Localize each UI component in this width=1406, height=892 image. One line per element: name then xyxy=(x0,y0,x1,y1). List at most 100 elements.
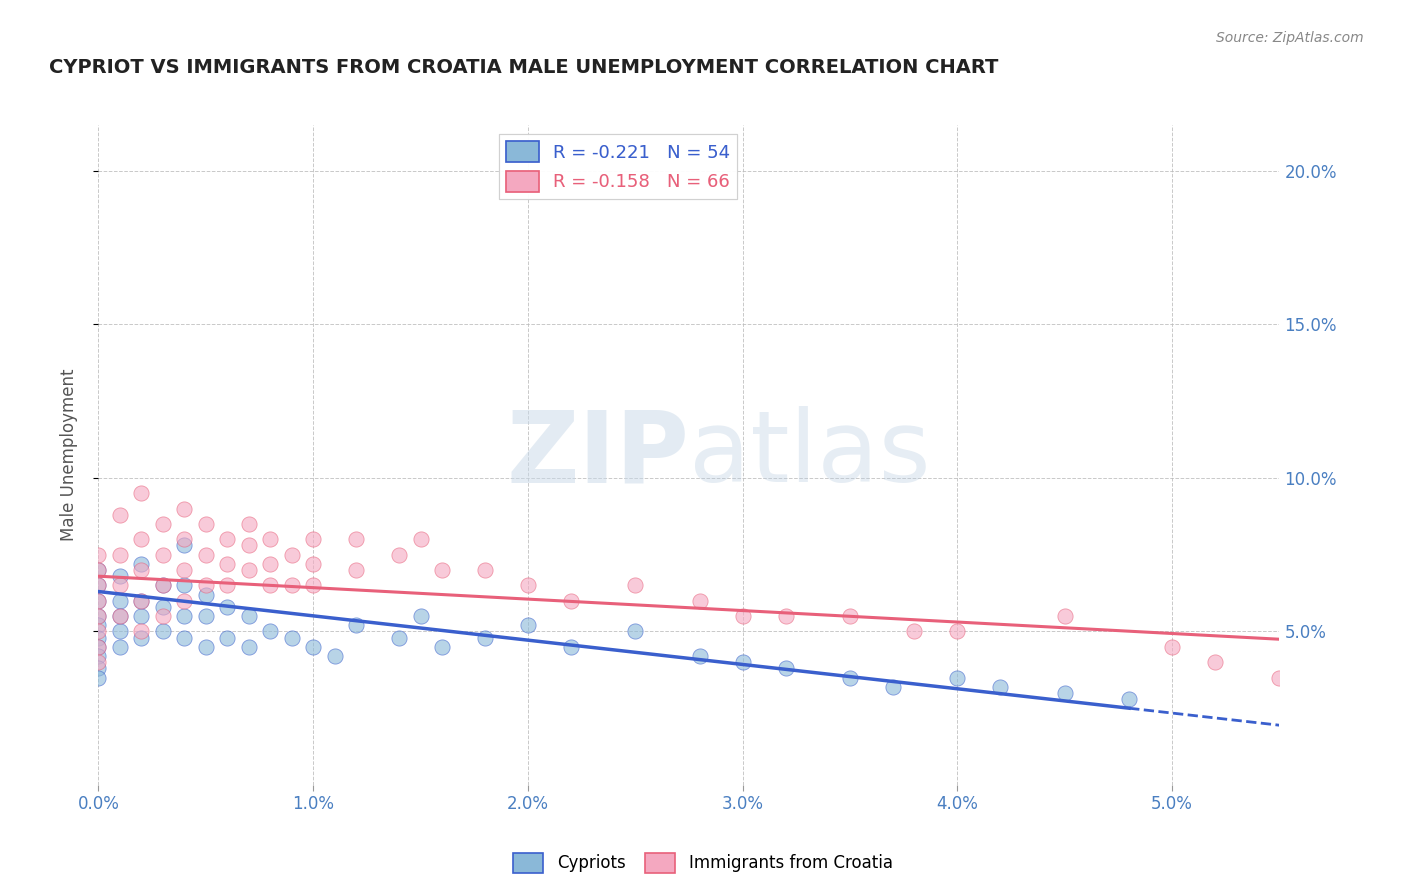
Point xyxy=(839,671,862,685)
Point xyxy=(87,624,110,639)
Point xyxy=(152,548,174,562)
Point xyxy=(194,588,217,602)
Point xyxy=(302,557,325,571)
Point xyxy=(194,548,217,562)
Point xyxy=(87,578,110,592)
Point xyxy=(560,640,582,654)
Point xyxy=(217,631,239,645)
Point xyxy=(108,609,131,624)
Point xyxy=(87,609,110,624)
Point xyxy=(108,624,131,639)
Point xyxy=(946,624,969,639)
Point xyxy=(1204,655,1226,669)
Point xyxy=(87,640,110,654)
Point xyxy=(87,609,110,624)
Point xyxy=(131,533,153,547)
Point xyxy=(173,533,195,547)
Point xyxy=(152,624,174,639)
Point xyxy=(108,569,131,583)
Point xyxy=(1375,671,1398,685)
Point xyxy=(238,609,260,624)
Point xyxy=(194,609,217,624)
Point xyxy=(344,563,367,577)
Point xyxy=(87,578,110,592)
Point xyxy=(87,631,110,645)
Point xyxy=(903,624,925,639)
Point xyxy=(108,640,131,654)
Point xyxy=(775,609,797,624)
Point xyxy=(302,533,325,547)
Point xyxy=(131,631,153,645)
Point xyxy=(1118,692,1140,706)
Point xyxy=(194,578,217,592)
Point xyxy=(217,533,239,547)
Point xyxy=(430,640,453,654)
Legend: R = -0.221   N = 54, R = -0.158   N = 66: R = -0.221 N = 54, R = -0.158 N = 66 xyxy=(499,134,737,199)
Point xyxy=(173,631,195,645)
Point xyxy=(259,578,281,592)
Point xyxy=(87,671,110,685)
Point xyxy=(152,516,174,531)
Point xyxy=(409,609,432,624)
Point xyxy=(87,618,110,632)
Point xyxy=(108,548,131,562)
Point xyxy=(1268,671,1291,685)
Point xyxy=(108,609,131,624)
Point xyxy=(152,599,174,614)
Point xyxy=(775,661,797,675)
Point xyxy=(839,609,862,624)
Point xyxy=(194,640,217,654)
Point xyxy=(131,557,153,571)
Point xyxy=(131,609,153,624)
Point xyxy=(87,563,110,577)
Point xyxy=(344,618,367,632)
Text: CYPRIOT VS IMMIGRANTS FROM CROATIA MALE UNEMPLOYMENT CORRELATION CHART: CYPRIOT VS IMMIGRANTS FROM CROATIA MALE … xyxy=(49,58,998,77)
Point xyxy=(323,648,346,663)
Point xyxy=(131,593,153,607)
Point xyxy=(280,631,302,645)
Point xyxy=(108,578,131,592)
Point xyxy=(173,578,195,592)
Point xyxy=(624,578,647,592)
Point xyxy=(516,578,538,592)
Point xyxy=(238,516,260,531)
Point xyxy=(259,533,281,547)
Point xyxy=(152,578,174,592)
Point xyxy=(173,501,195,516)
Point xyxy=(131,624,153,639)
Point xyxy=(259,557,281,571)
Point xyxy=(259,624,281,639)
Point xyxy=(430,563,453,577)
Point xyxy=(131,593,153,607)
Point xyxy=(131,486,153,500)
Point xyxy=(689,593,711,607)
Point xyxy=(87,655,110,669)
Point xyxy=(1161,640,1184,654)
Point xyxy=(731,609,754,624)
Point xyxy=(194,516,217,531)
Point xyxy=(152,578,174,592)
Point xyxy=(87,563,110,577)
Point xyxy=(388,548,411,562)
Point xyxy=(474,631,496,645)
Text: ZIP: ZIP xyxy=(506,407,689,503)
Point xyxy=(131,563,153,577)
Point xyxy=(87,661,110,675)
Point xyxy=(87,593,110,607)
Point xyxy=(217,578,239,592)
Point xyxy=(152,609,174,624)
Point xyxy=(560,593,582,607)
Point xyxy=(87,593,110,607)
Point xyxy=(1053,609,1076,624)
Point xyxy=(238,563,260,577)
Point xyxy=(624,624,647,639)
Text: atlas: atlas xyxy=(689,407,931,503)
Point xyxy=(87,648,110,663)
Point xyxy=(108,593,131,607)
Point xyxy=(280,548,302,562)
Point xyxy=(988,680,1011,694)
Point xyxy=(689,648,711,663)
Point xyxy=(1053,686,1076,700)
Point xyxy=(217,599,239,614)
Point xyxy=(516,618,538,632)
